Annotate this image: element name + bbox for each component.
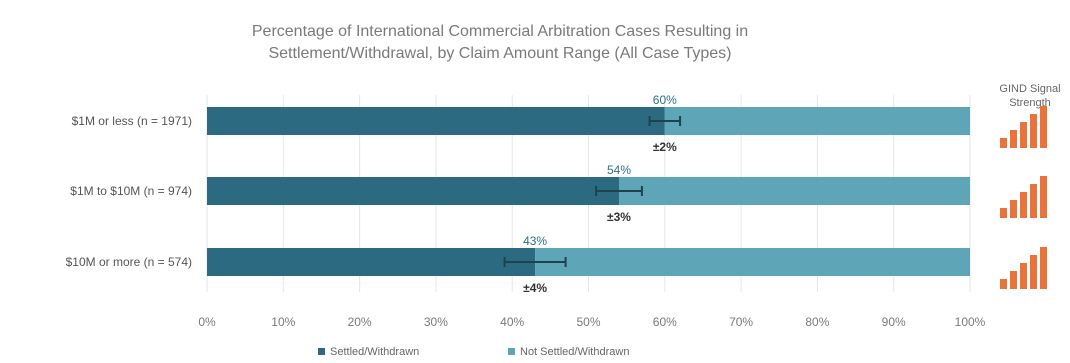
x-tick-label: 40% xyxy=(500,315,524,329)
moe-label: ±4% xyxy=(523,281,547,295)
moe-label: ±2% xyxy=(653,140,677,154)
x-tick-label: 80% xyxy=(805,315,829,329)
bars: $1M or less (n = 1971) 60% ±2% $1M to $10M … xyxy=(66,93,970,295)
x-tick-label: 90% xyxy=(882,315,906,329)
category-label: $1M or less (n = 1971) xyxy=(72,114,192,128)
legend-swatch xyxy=(318,348,325,355)
signal-bar xyxy=(1040,247,1047,289)
x-tick-label: 60% xyxy=(653,315,677,329)
signal-bar xyxy=(1000,208,1007,218)
signal-bar xyxy=(1010,200,1017,218)
value-label: 43% xyxy=(523,234,547,248)
signal-bar xyxy=(1000,138,1007,148)
x-tick-label: 70% xyxy=(729,315,753,329)
bar-settled xyxy=(207,248,536,276)
signal-bar xyxy=(1020,122,1027,148)
bar-settled xyxy=(207,107,665,135)
signal-bar xyxy=(1040,106,1047,148)
x-tick-label: 50% xyxy=(576,315,600,329)
x-tick-label: 20% xyxy=(348,315,372,329)
signal-strength-panel: GIND Signal Strength xyxy=(999,83,1061,289)
chart-title-line-1: Percentage of International Commercial A… xyxy=(252,23,748,40)
signal-bar xyxy=(1020,192,1027,218)
x-tick-label: 0% xyxy=(198,315,216,329)
signal-bar xyxy=(1040,176,1047,218)
bar-not-settled xyxy=(619,177,970,205)
x-tick-label: 10% xyxy=(271,315,295,329)
bar-not-settled xyxy=(535,248,970,276)
value-label: 60% xyxy=(653,93,677,107)
moe-label: ±3% xyxy=(607,210,631,224)
signal-bar xyxy=(1000,279,1007,289)
category-label: $10M or more (n = 574) xyxy=(66,255,192,269)
legend-swatch xyxy=(508,348,515,355)
signal-title-line-1: GIND Signal xyxy=(999,83,1060,95)
bar-not-settled xyxy=(664,107,970,135)
legend: Settled/Withdrawn Not Settled/Withdrawn xyxy=(318,346,629,358)
category-label: $1M to $10M (n = 974) xyxy=(70,184,192,198)
signal-bar xyxy=(1010,130,1017,148)
legend-label: Not Settled/Withdrawn xyxy=(520,346,629,358)
signal-bar xyxy=(1030,114,1037,148)
signal-bar xyxy=(1030,184,1037,218)
chart-title-line-2: Settlement/Withdrawal, by Claim Amount R… xyxy=(268,45,731,62)
value-label: 54% xyxy=(607,163,631,177)
x-tick-label: 30% xyxy=(424,315,448,329)
x-axis-ticks: 0% 10% 20% 30% 40% 50% 60% 70% 80% 90% 100% xyxy=(198,315,985,329)
legend-label: Settled/Withdrawn xyxy=(330,346,419,358)
signal-bar xyxy=(1020,263,1027,289)
x-tick-label: 100% xyxy=(955,315,986,329)
signal-bar xyxy=(1030,255,1037,289)
bar-settled xyxy=(207,177,620,205)
signal-bar xyxy=(1010,271,1017,289)
